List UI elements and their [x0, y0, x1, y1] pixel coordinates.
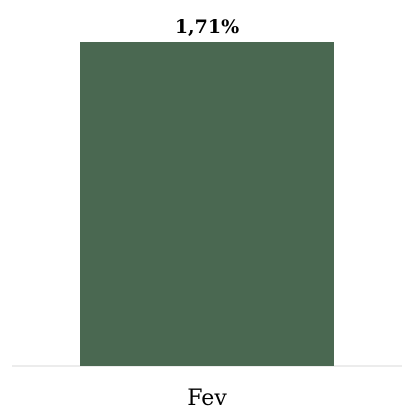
chart-marks: 1,71% Fev — [80, 16, 334, 410]
bar-fev — [80, 42, 334, 366]
x-tick-label: Fev — [187, 386, 227, 410]
bar-data-label: 1,71% — [175, 16, 239, 38]
